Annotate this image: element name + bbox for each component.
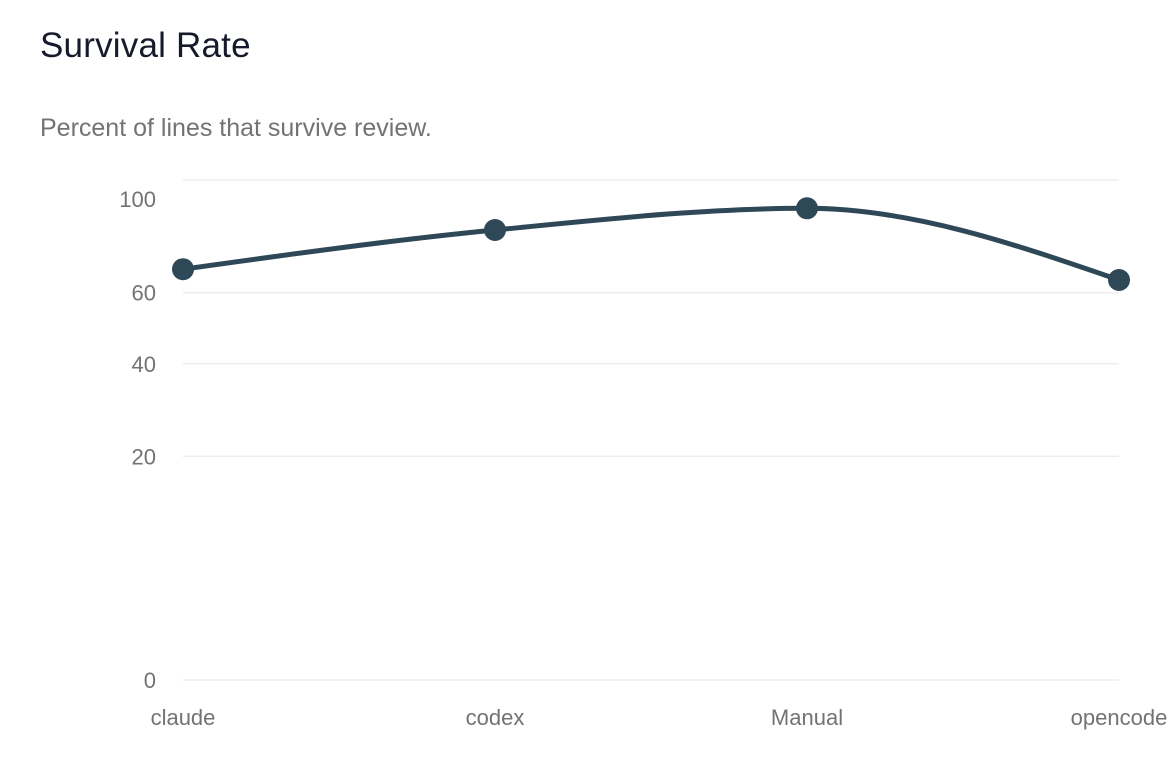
chart-title: Survival Rate [40, 26, 251, 65]
y-axis: 0 20 40 60 100 [119, 187, 156, 693]
data-point[interactable] [1108, 269, 1130, 291]
x-tick-label: opencode [1071, 705, 1168, 730]
y-tick-label: 60 [132, 281, 156, 306]
x-tick-label: Manual [771, 705, 843, 730]
y-tick-label: 40 [132, 352, 156, 377]
x-axis: claude codex Manual opencode [151, 705, 1168, 730]
data-point[interactable] [796, 197, 818, 220]
y-grid [183, 179, 1119, 681]
x-tick-label: codex [466, 705, 525, 730]
x-tick-label: claude [151, 705, 216, 730]
y-tick-label: 100 [119, 187, 156, 212]
chart-subtitle: Percent of lines that survive review. [40, 114, 432, 142]
y-tick-label: 20 [132, 444, 156, 469]
data-point[interactable] [172, 258, 194, 281]
y-tick-label: 0 [144, 668, 156, 693]
data-point[interactable] [484, 219, 506, 241]
series-line [180, 205, 1122, 283]
data-points [172, 197, 1130, 291]
